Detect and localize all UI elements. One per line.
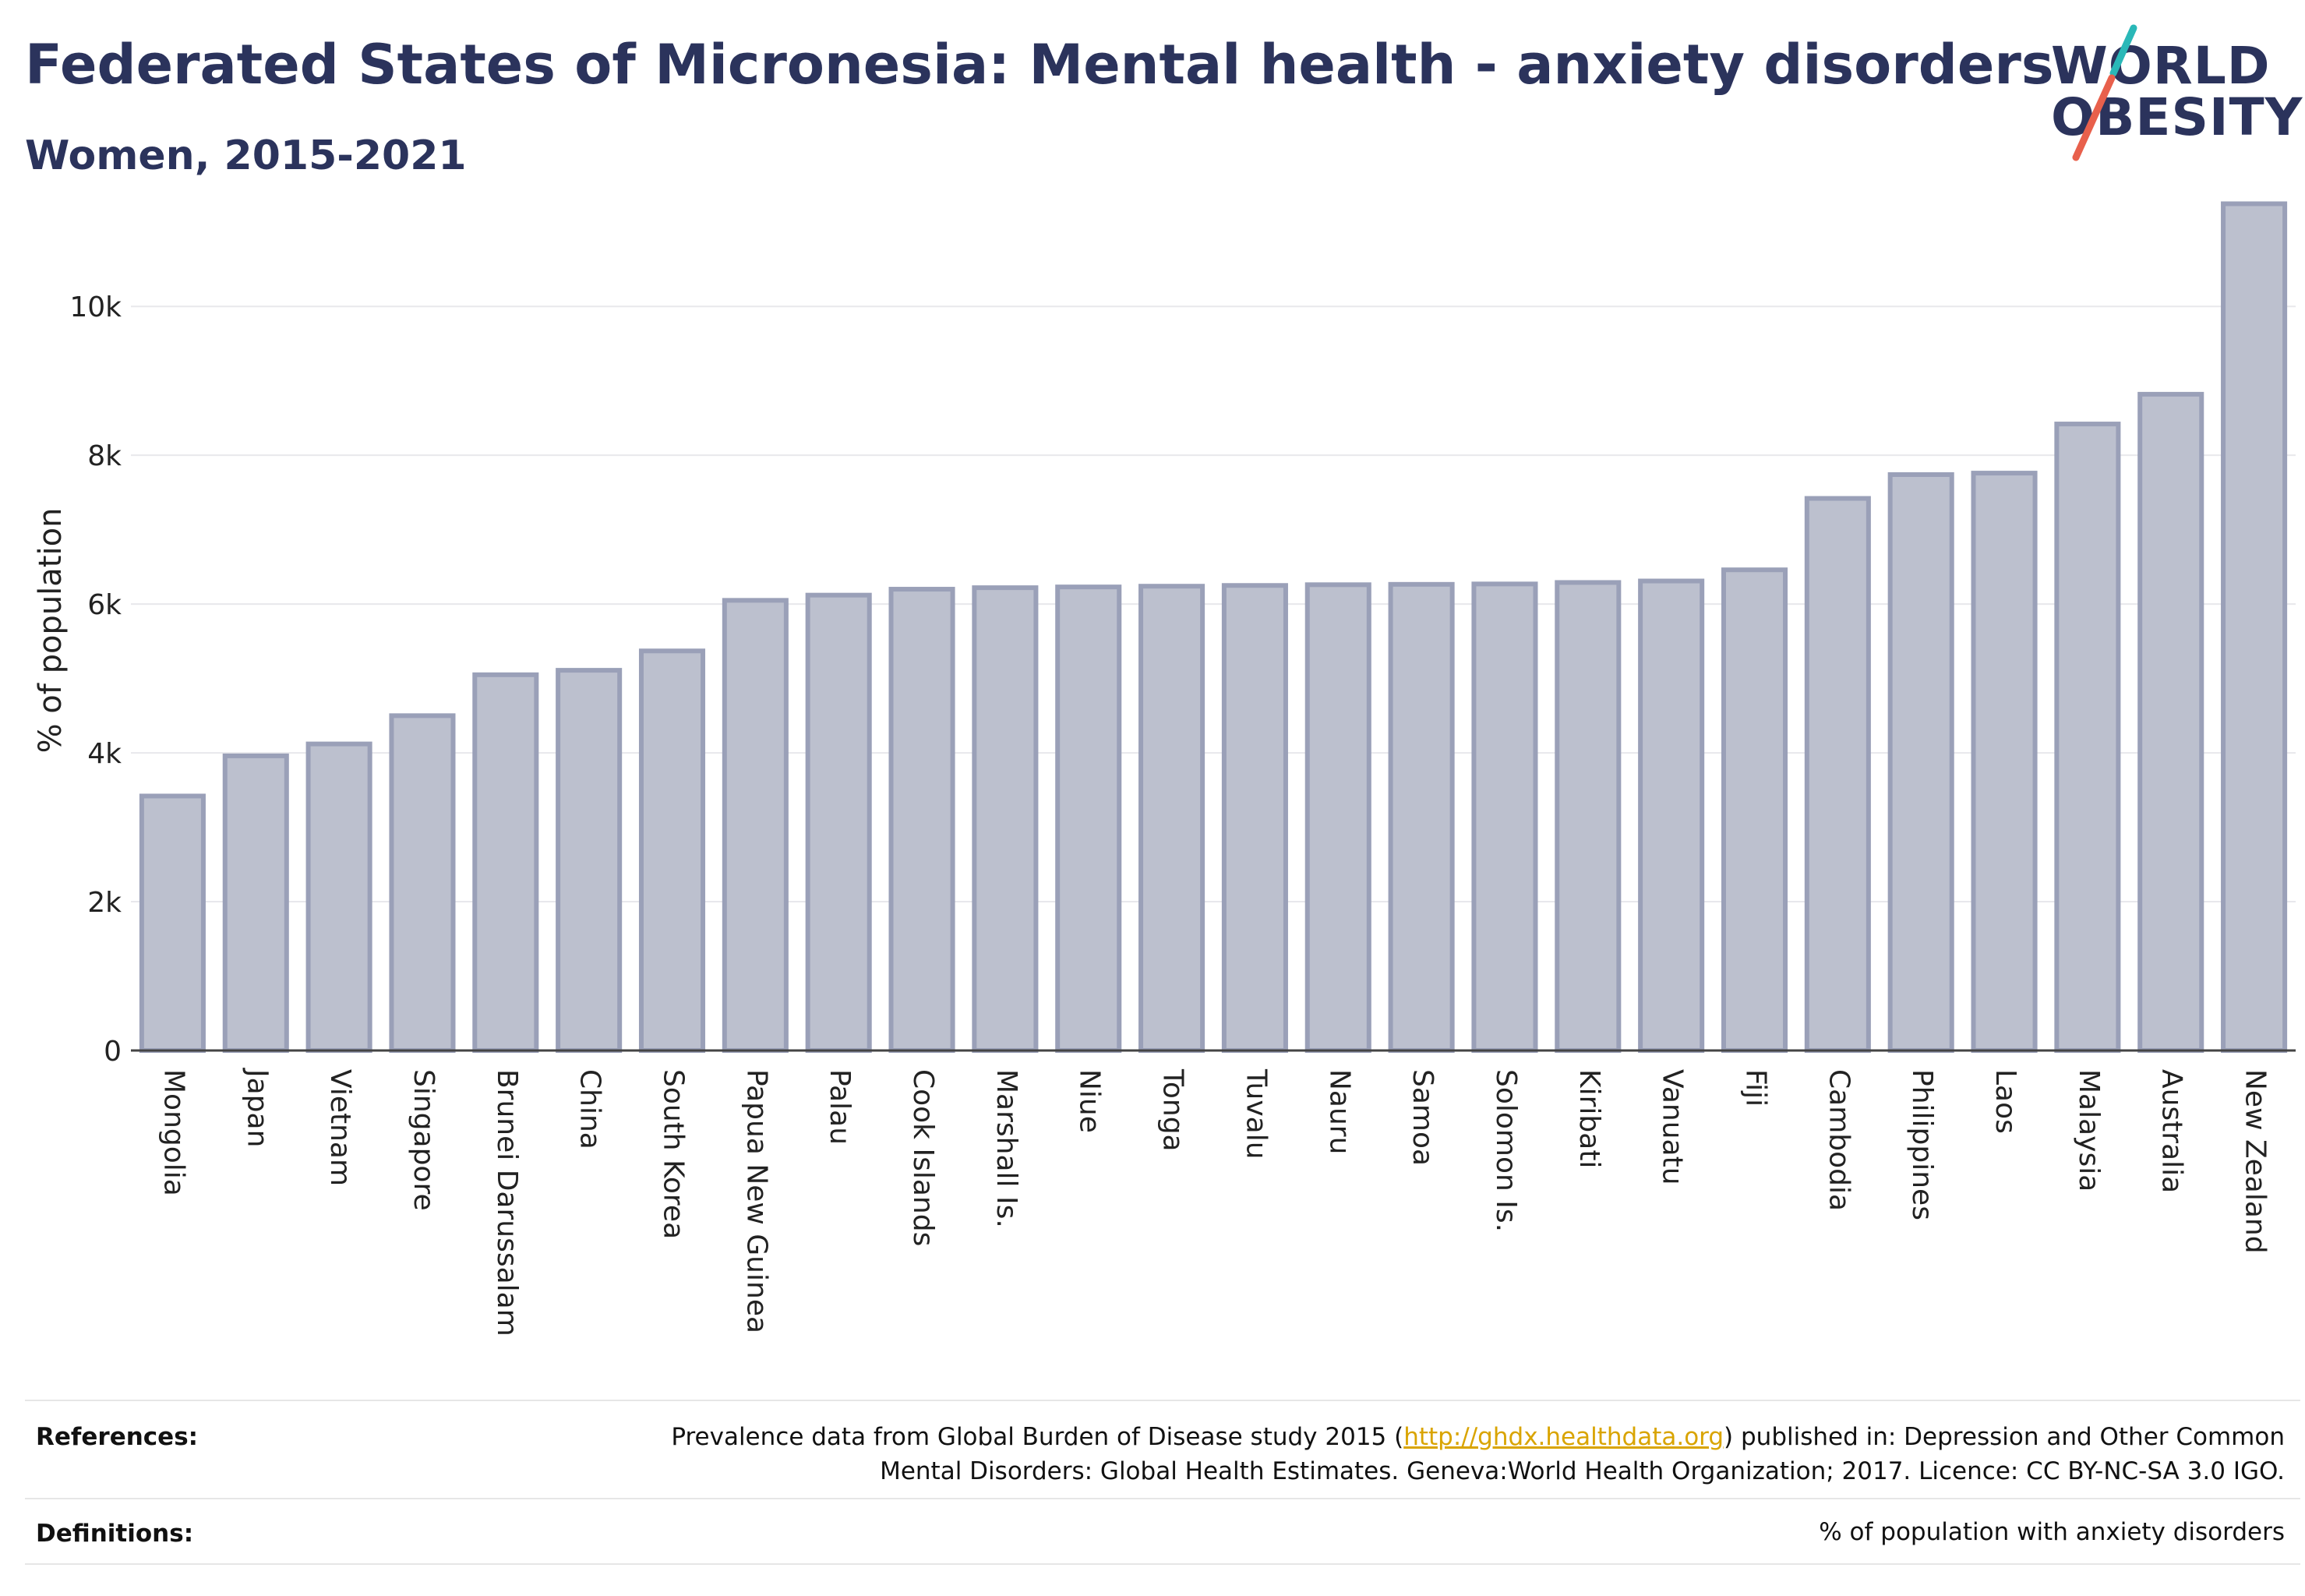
references-section: References: Prevalence data from Global …: [25, 1409, 2300, 1495]
bar: [1138, 584, 1205, 1053]
bar: [2054, 422, 2121, 1053]
bar: [1471, 581, 1538, 1053]
x-tick-label: Cambodia: [1823, 1069, 1855, 1211]
bar: [556, 668, 623, 1053]
bar: [2221, 201, 2288, 1053]
bar: [722, 598, 789, 1053]
bar: [1555, 580, 1622, 1053]
x-tick-label: Vanuatu: [1657, 1069, 1689, 1185]
definitions-text: % of population with anxiety disorders: [1819, 1518, 2285, 1546]
x-tick-label: Palau: [824, 1069, 856, 1145]
bar: [1721, 567, 1788, 1053]
x-tick-label: Malaysia: [2073, 1069, 2105, 1192]
references-line-2: Mental Disorders: Global Health Estimate…: [880, 1457, 2285, 1485]
y-tick-label: 0: [104, 1036, 122, 1068]
footer-divider-middle: [25, 1498, 2300, 1499]
footer-divider-bottom: [25, 1563, 2300, 1565]
x-tick-label: Mongolia: [157, 1069, 189, 1196]
logo-slash-top: [2109, 24, 2137, 77]
bar: [888, 587, 955, 1053]
x-tick-label: Philippines: [1906, 1069, 1938, 1220]
y-tick-label: 2k: [87, 887, 122, 919]
bar: [1221, 583, 1288, 1053]
y-tick-label: 6k: [87, 589, 122, 621]
bar: [1804, 496, 1871, 1053]
definitions-section: Definitions: % of population with anxiet…: [25, 1507, 2300, 1560]
grid-layer: [131, 305, 2296, 903]
x-tick-label: Laos: [1989, 1069, 2021, 1134]
bar: [472, 672, 539, 1053]
x-tick-label: South Korea: [658, 1069, 690, 1239]
world-obesity-logo: WORLD OBESITY: [2042, 23, 2302, 164]
references-label: References:: [36, 1423, 199, 1451]
x-tick-label: Kiribati: [1573, 1069, 1605, 1168]
y-tick-label: 4k: [87, 738, 122, 770]
y-tick-label: 10k: [69, 291, 122, 323]
bar: [1055, 584, 1122, 1053]
logo-slash-icon: [2072, 24, 2137, 161]
logo-text-world: WORLD: [2051, 36, 2271, 96]
bar: [1638, 578, 1705, 1053]
references-line-1: Prevalence data from Global Burden of Di…: [671, 1420, 2285, 1454]
chart-title: Federated States of Micronesia: Mental h…: [25, 33, 2054, 97]
bar: [805, 592, 872, 1053]
references-link[interactable]: http://ghdx.healthdata.org: [1403, 1423, 1724, 1451]
x-tick-label: Singapore: [408, 1069, 439, 1211]
bar: [972, 585, 1039, 1053]
bar: [638, 648, 706, 1053]
bar: [305, 741, 372, 1053]
references-text: Prevalence data from Global Burden of Di…: [671, 1420, 2285, 1488]
bar: [1388, 581, 1455, 1053]
x-tick-label: Tonga: [1157, 1068, 1189, 1152]
references-line1-pre: Prevalence data from Global Burden of Di…: [671, 1423, 1404, 1451]
x-tick-label: Samoa: [1407, 1069, 1438, 1166]
y-tick-label: 8k: [87, 440, 122, 472]
bar: [1887, 471, 1954, 1053]
bar: [1971, 471, 2038, 1053]
x-tick-label: Japan: [241, 1068, 273, 1147]
x-tick-label: Nauru: [1323, 1069, 1355, 1154]
x-tick-label: China: [574, 1069, 606, 1149]
bar: [389, 713, 456, 1053]
bar: [2137, 391, 2204, 1054]
x-tick-label: Niue: [1074, 1069, 1106, 1133]
x-tick-label: Solomon Is.: [1490, 1069, 1522, 1232]
bars-layer: [139, 201, 2288, 1054]
x-tick-label: New Zealand: [2240, 1069, 2271, 1254]
definitions-label: Definitions:: [36, 1520, 194, 1548]
x-tick-label: Australia: [2156, 1069, 2188, 1193]
bar: [139, 793, 206, 1053]
bar: [1304, 582, 1371, 1053]
footer-divider-top: [25, 1400, 2300, 1401]
bar-chart: 0 2k 4k 6k 8k 10k Mongolia Japan Vietnam Singapor…: [33, 201, 2296, 1336]
x-tick-label: Tuvalu: [1240, 1068, 1272, 1160]
y-axis-label: % of population: [33, 508, 69, 754]
x-tick-label: Brunei Darussalam: [491, 1069, 523, 1336]
x-tick-label: Cook Islands: [907, 1069, 939, 1246]
axis-layer: 0 2k 4k 6k 8k 10k Mongolia Japan Vietnam Singapor…: [69, 291, 2296, 1336]
bar: [222, 753, 289, 1053]
x-tick-label: Papua New Guinea: [740, 1069, 772, 1333]
x-tick-label: Marshall Is.: [990, 1069, 1022, 1228]
logo-slash-bottom: [2072, 74, 2116, 161]
x-tick-label: Vietnam: [324, 1069, 356, 1186]
x-tick-label: Fiji: [1740, 1069, 1772, 1107]
chart-subtitle: Women, 2015-2021: [25, 132, 467, 179]
references-line1-post: ) published in: Depression and Other Com…: [1724, 1423, 2285, 1451]
